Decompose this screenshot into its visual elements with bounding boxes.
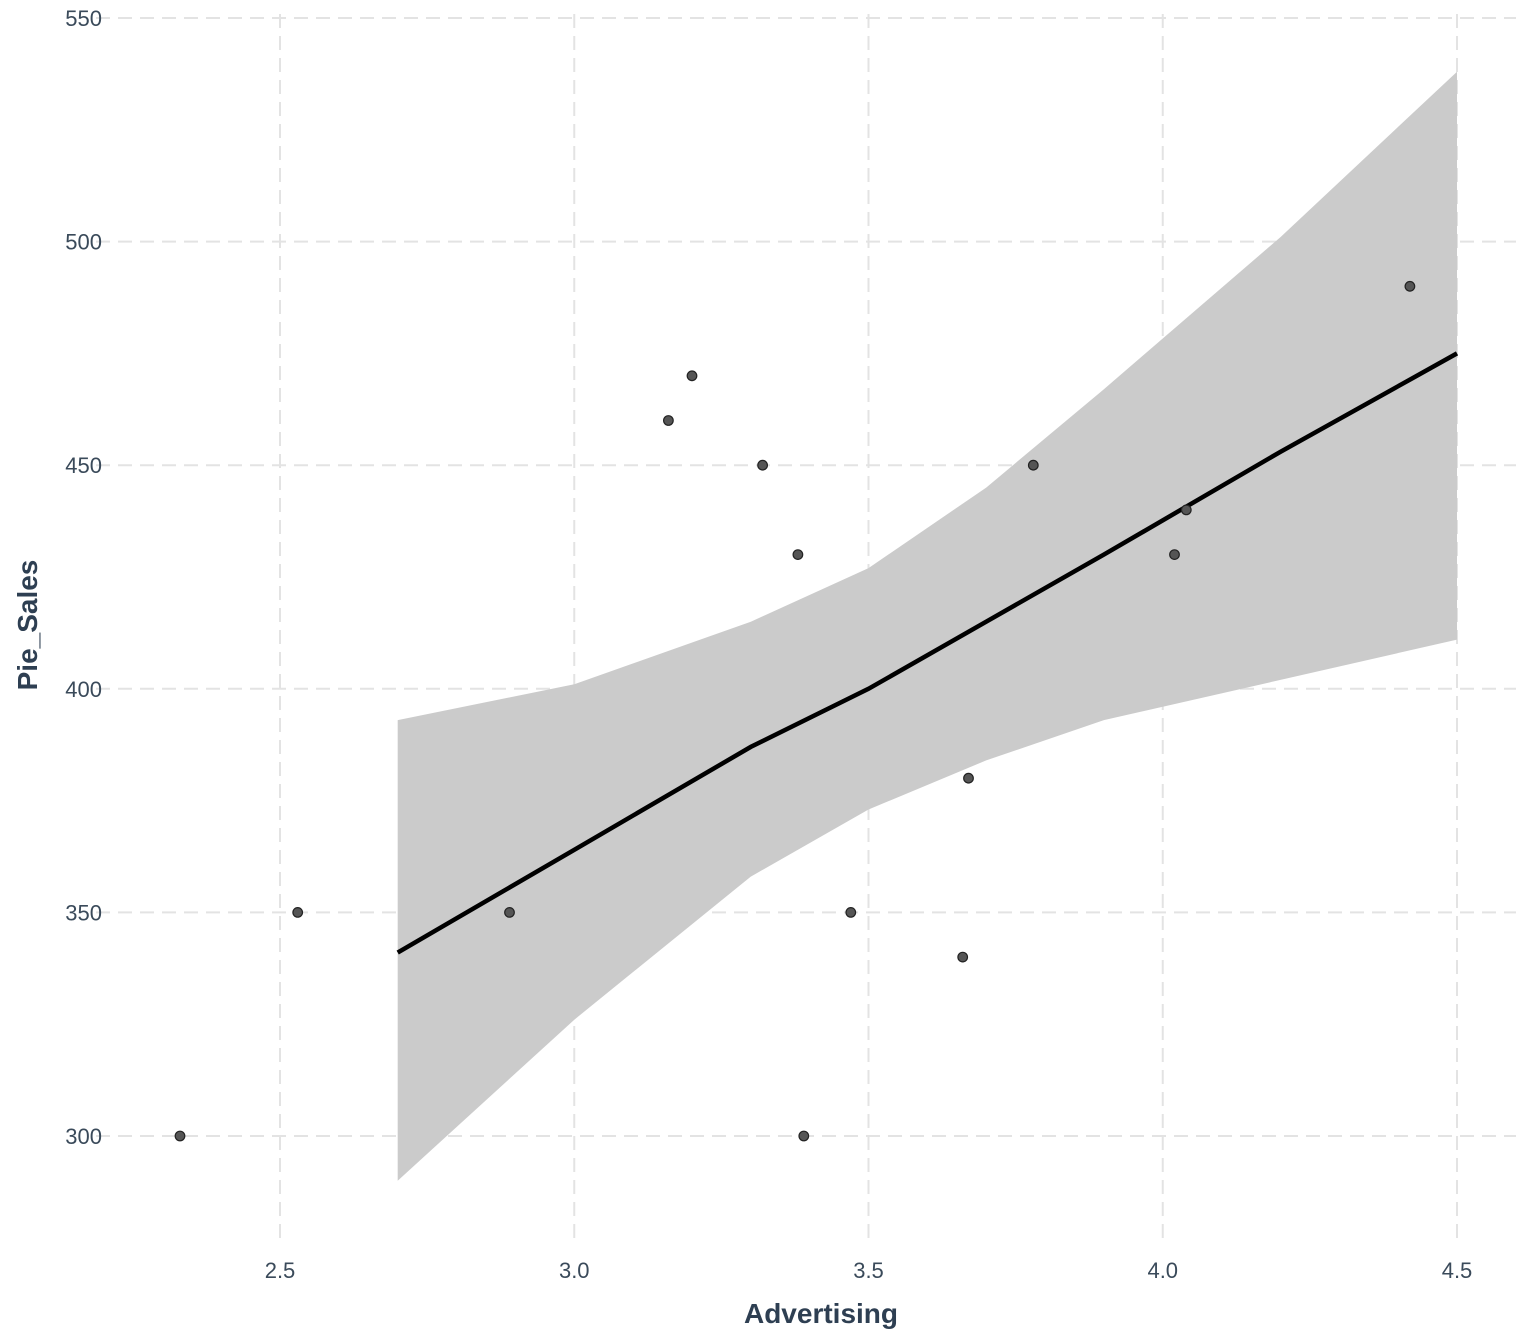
regression-line [396, 351, 1459, 955]
y-axis-title: Pie_Sales [12, 560, 43, 691]
data-point-7 [798, 1130, 810, 1142]
data-point-14 [1404, 280, 1416, 292]
x-tick-label-2: 3.5 [853, 1258, 884, 1283]
data-point-1 [292, 907, 304, 918]
data-point-0 [174, 1130, 186, 1142]
confidence-band [397, 71, 1458, 1181]
data-point-3 [663, 415, 674, 426]
data-point-4 [686, 370, 698, 382]
data-point-11 [1027, 459, 1039, 471]
x-tick-labels: 2.5 3.0 3.5 4.0 4.5 [265, 1258, 1473, 1283]
y-tick-label-4: 500 [65, 230, 102, 255]
y-tick-label-2: 400 [65, 677, 102, 702]
data-point-2 [504, 907, 515, 918]
x-tick-label-4: 4.5 [1442, 1258, 1473, 1283]
y-tick-label-1: 350 [65, 900, 102, 925]
data-point-5 [757, 459, 768, 471]
x-tick-label-3: 4.0 [1147, 1258, 1178, 1283]
y-tick-labels: 300 350 400 450 500 550 [65, 6, 102, 1149]
data-point-10 [963, 772, 974, 784]
data-point-12 [1169, 549, 1180, 560]
data-points [174, 280, 1416, 1142]
x-axis-title: Advertising [744, 1298, 898, 1329]
data-point-6 [792, 549, 804, 560]
y-tick-label-3: 450 [65, 453, 102, 478]
data-point-13 [1180, 504, 1192, 516]
x-tick-label-0: 2.5 [265, 1258, 296, 1283]
data-point-9 [957, 951, 969, 963]
y-tick-label-0: 300 [65, 1124, 102, 1149]
y-tick-label-5: 550 [65, 6, 102, 31]
data-point-8 [845, 907, 857, 918]
x-tick-label-1: 3.0 [559, 1258, 590, 1283]
